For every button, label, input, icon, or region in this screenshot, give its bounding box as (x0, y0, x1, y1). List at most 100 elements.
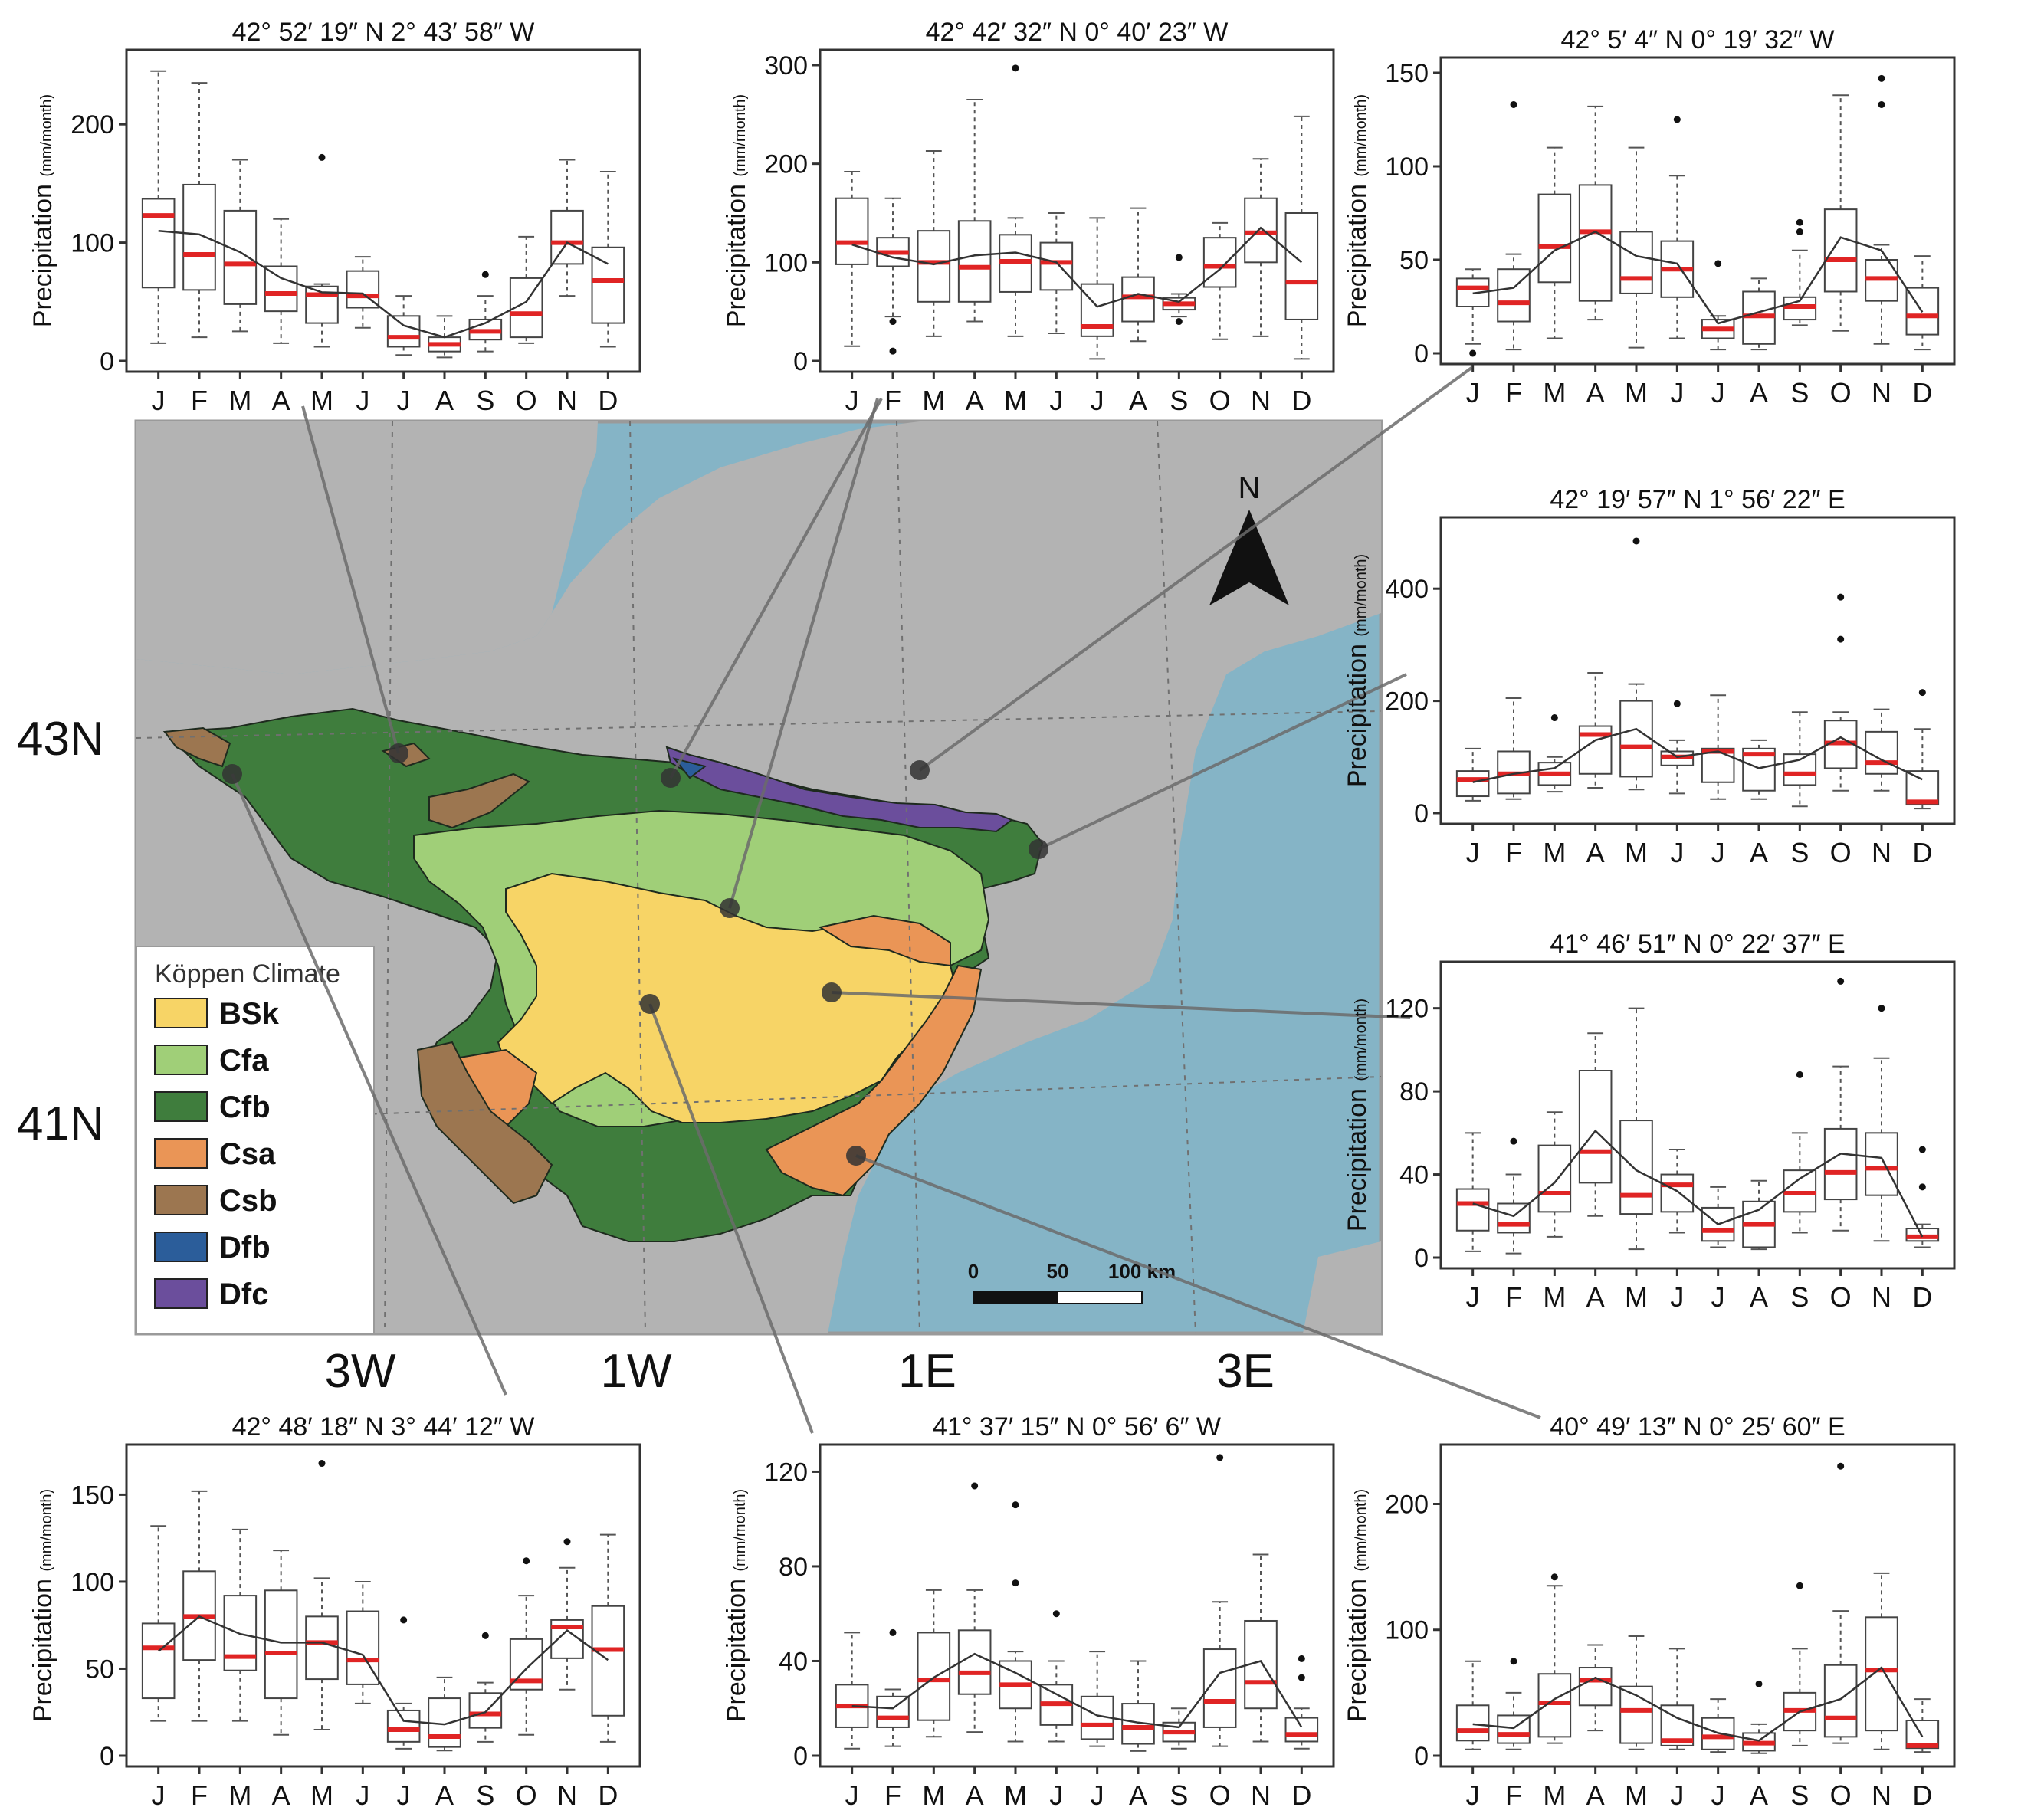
mean-line (1472, 1666, 1924, 1742)
box-iqr (305, 1615, 339, 1681)
boxplot-panel: 42° 5′ 4″ N 0° 19′ 32″ W 0 50 100 150 Precipi… (1343, 25, 1956, 408)
station-dot (822, 982, 842, 1002)
box-J (141, 1525, 176, 1722)
box-F (1497, 1137, 1531, 1255)
legend-label-cfb: Cfb (219, 1091, 271, 1124)
zone-csa-north (818, 914, 951, 967)
box-J (141, 70, 176, 344)
box-iqr (1701, 747, 1735, 783)
outlier-point (523, 1557, 530, 1565)
panel-title: 42° 19′ 57″ N 1° 56′ 22″ E (1550, 485, 1845, 514)
mean-line (1472, 230, 1924, 325)
y-tick-label: 50 (85, 1655, 114, 1684)
x-tick-label: D (1291, 1779, 1311, 1811)
north-label: N (1239, 471, 1261, 505)
x-tick-label: A (1750, 1281, 1768, 1313)
land-france-west (136, 421, 598, 674)
box-N (1865, 708, 1898, 792)
y-tick-label: 50 (1399, 246, 1429, 275)
box-M (305, 1460, 339, 1730)
y-tick-label: 200 (71, 110, 114, 139)
box-iqr (1455, 1704, 1490, 1742)
outlier-point (1796, 228, 1803, 235)
legend-swatch-cfb (154, 1091, 208, 1122)
x-tick-label: A (272, 385, 290, 416)
x-tick-label: F (1505, 1281, 1522, 1313)
outlier-point (971, 1482, 979, 1490)
box-iqr (141, 1622, 176, 1700)
x-tick-label: J (356, 385, 369, 416)
panel-title: 42° 52′ 19″ N 2° 43′ 58″ W (232, 18, 535, 47)
mean-line (851, 226, 1303, 308)
box-iqr (917, 230, 951, 303)
box-M (917, 149, 951, 337)
mean-line (851, 1652, 1303, 1729)
y-axis-label-unit: (mm/month) (38, 1489, 55, 1572)
x-tick-label: N (1251, 1779, 1271, 1811)
x-tick-label: J (152, 1779, 166, 1811)
y-tick-label: 0 (100, 347, 114, 376)
y-tick-label: 100 (1385, 153, 1429, 182)
box-M (1619, 537, 1653, 791)
y-axis-label: Precipitation (mm/month) (722, 94, 751, 327)
panel-title: 41° 46′ 51″ N 0° 22′ 37″ E (1550, 930, 1845, 959)
x-tick-label: A (1586, 1281, 1605, 1313)
box-iqr (1783, 753, 1817, 786)
y-tick-label: 200 (764, 150, 808, 179)
station-dot (661, 768, 681, 788)
outlier-point (1510, 1137, 1517, 1145)
scalebar-label: 50 (1047, 1260, 1069, 1283)
box-D (591, 170, 625, 348)
y-axis-label-unit: (mm/month) (1353, 1489, 1370, 1572)
box-M (1537, 1573, 1572, 1744)
y-axis-label: Precipitation (mm/month) (722, 1489, 751, 1722)
x-tick-label: D (598, 1779, 618, 1811)
box-iqr (1121, 276, 1155, 323)
box-M (917, 1589, 951, 1738)
y-axis-label: Precipitation (mm/month) (28, 1489, 57, 1722)
x-tick-label: M (1625, 1779, 1648, 1811)
x-tick-label: D (1912, 837, 1932, 868)
zone-csb-south (416, 1041, 553, 1205)
x-tick-label: M (1543, 837, 1566, 868)
box-M (1619, 1007, 1653, 1251)
outlier-point (1469, 349, 1477, 357)
outlier-point (889, 1628, 897, 1636)
x-tick-label: J (1670, 1779, 1684, 1811)
outlier-point (318, 153, 326, 161)
y-axis-label-unit: (mm/month) (1353, 94, 1370, 177)
x-tick-label: M (922, 1779, 945, 1811)
y-tick-label: 0 (1414, 339, 1429, 369)
x-tick-label: J (152, 385, 166, 416)
box-M (223, 159, 258, 333)
boxplot-panel: 42° 42′ 32″ N 0° 40′ 23″ W 0 100 200 300 Prec… (722, 18, 1335, 416)
box-N (550, 159, 584, 297)
x-tick-label: S (1790, 1281, 1809, 1313)
x-tick-label: F (1505, 837, 1522, 868)
boxplot-panel: 41° 46′ 51″ N 0° 22′ 37″ E 0 40 80 120 Precip… (1343, 930, 1956, 1313)
x-tick-label: J (1711, 837, 1725, 868)
box-iqr (1619, 231, 1653, 294)
box-N (1865, 1005, 1898, 1242)
y-tick-label: 200 (1385, 687, 1429, 717)
box-D (1284, 115, 1319, 360)
box-A (957, 1482, 992, 1733)
outlier-point (1714, 260, 1722, 267)
x-tick-label: S (1790, 377, 1809, 408)
outlier-point (400, 1616, 408, 1624)
outlier-point (1012, 1579, 1019, 1587)
x-tick-label: S (1170, 385, 1188, 416)
y-tick-label: 40 (1399, 1161, 1429, 1190)
x-tick-label: N (557, 1779, 577, 1811)
legend-title: Köppen Climate (155, 959, 340, 989)
box-iqr (1284, 1717, 1319, 1743)
outlier-point (1012, 1501, 1019, 1509)
x-tick-label: F (191, 385, 208, 416)
x-tick-label: J (1091, 385, 1104, 416)
x-tick-label: M (1543, 1779, 1566, 1811)
y-axis-label-main: Precipitation (1343, 1572, 1372, 1723)
graticule-line (629, 421, 646, 1334)
legend: Köppen Climate BSk Cfa Cfb Csa Csb Dfb Dfc (136, 946, 375, 1334)
box-O (1823, 977, 1858, 1232)
y-axis-label-unit: (mm/month) (732, 1489, 749, 1572)
